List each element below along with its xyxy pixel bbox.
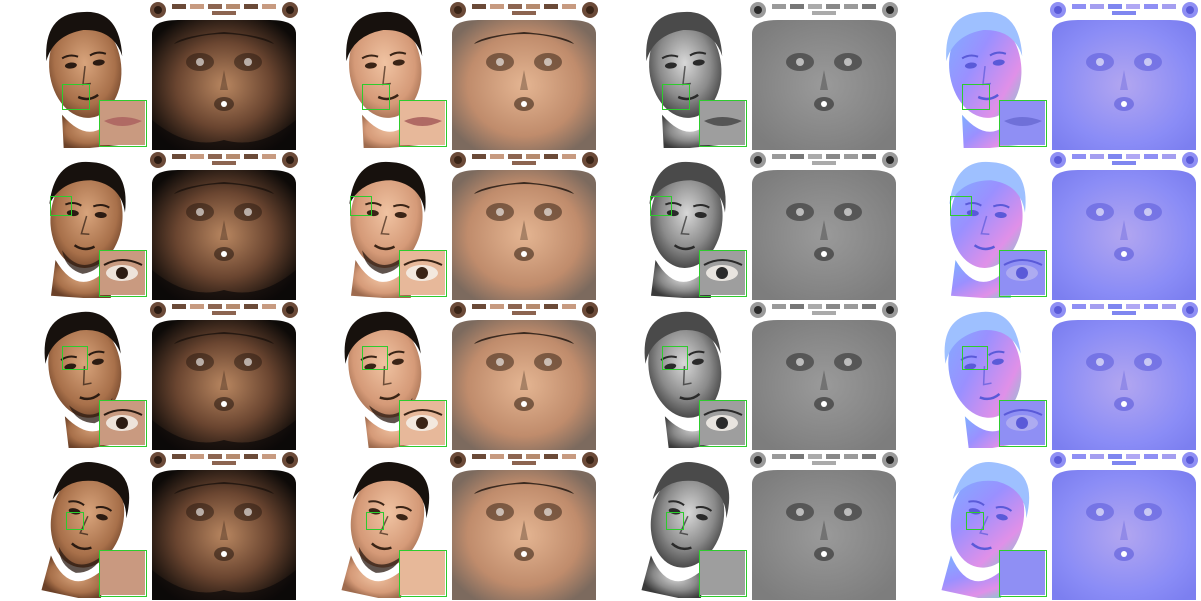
uv-texture-map (150, 152, 298, 300)
figure-cell (300, 300, 600, 450)
zoom-inset (699, 100, 747, 147)
head-render (49, 161, 126, 298)
zoom-inset (399, 550, 447, 597)
region-marker (362, 84, 390, 110)
uv-texture-map (750, 302, 898, 450)
uv-texture-map (450, 302, 598, 450)
zoom-inset (99, 100, 147, 147)
region-marker (62, 346, 88, 370)
figure-cell (600, 150, 900, 300)
zoom-inset (99, 400, 147, 447)
region-marker (366, 512, 384, 530)
figure-cell (900, 300, 1200, 450)
uv-texture-map (750, 452, 898, 600)
figure-cell (900, 450, 1200, 600)
zoom-inset (399, 250, 447, 297)
figure-cell (600, 450, 900, 600)
figure-cell (900, 150, 1200, 300)
figure-cell (0, 0, 300, 150)
region-marker (66, 512, 84, 530)
figure-cell (300, 150, 600, 300)
region-marker (350, 196, 372, 216)
uv-texture-map (450, 452, 598, 600)
uv-texture-map (750, 2, 898, 150)
region-marker (50, 196, 72, 216)
figure-cell (600, 300, 900, 450)
uv-texture-map (750, 152, 898, 300)
zoom-inset (999, 100, 1047, 147)
zoom-inset (999, 550, 1047, 597)
zoom-inset (399, 400, 447, 447)
figure-cell (0, 150, 300, 300)
uv-texture-map (450, 152, 598, 300)
zoom-inset (399, 100, 447, 147)
zoom-inset (99, 250, 147, 297)
uv-texture-map (1050, 452, 1198, 600)
figure-cell (300, 450, 600, 600)
zoom-inset (999, 250, 1047, 297)
uv-texture-map (1050, 152, 1198, 300)
uv-texture-map (150, 302, 298, 450)
figure-cell (900, 0, 1200, 150)
head-render (349, 161, 426, 298)
head-render (341, 462, 430, 598)
region-marker (666, 512, 684, 530)
head-render (941, 462, 1030, 598)
figure-cell (0, 450, 300, 600)
head-render (949, 161, 1026, 298)
region-marker (650, 196, 672, 216)
region-marker (662, 84, 690, 110)
uv-texture-map (1050, 302, 1198, 450)
figure-cell (300, 0, 600, 150)
head-render (641, 462, 730, 598)
zoom-inset (999, 400, 1047, 447)
uv-texture-map (1050, 2, 1198, 150)
region-marker (962, 84, 990, 110)
uv-texture-map (150, 2, 298, 150)
zoom-inset (699, 400, 747, 447)
uv-texture-map (450, 2, 598, 150)
zoom-inset (699, 250, 747, 297)
zoom-inset (699, 550, 747, 597)
head-render (649, 161, 726, 298)
region-marker (662, 346, 688, 370)
region-marker (362, 346, 388, 370)
region-marker (962, 346, 988, 370)
region-marker (950, 196, 972, 216)
uv-texture-map (150, 452, 298, 600)
region-marker (62, 84, 90, 110)
figure-cell (0, 300, 300, 450)
figure-cell (600, 0, 900, 150)
head-render (346, 11, 424, 148)
zoom-inset (99, 550, 147, 597)
region-marker (966, 512, 984, 530)
